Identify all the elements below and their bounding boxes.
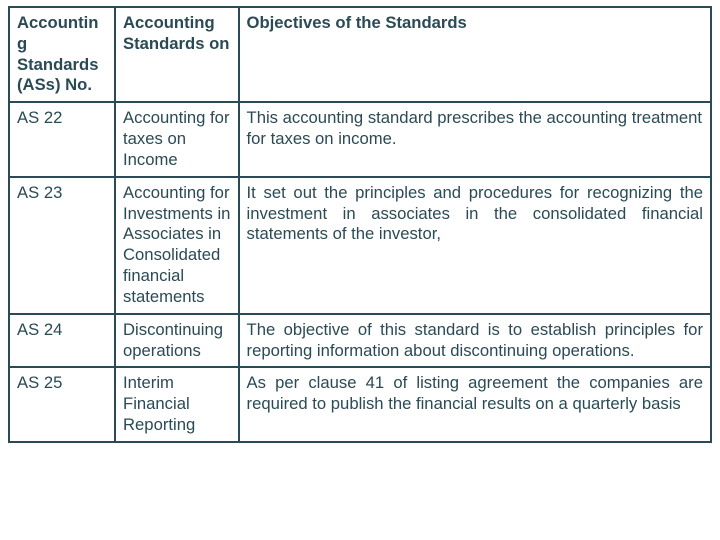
cell-standard-no: AS 22 bbox=[9, 102, 115, 176]
cell-objective: The objective of this standard is to est… bbox=[239, 314, 711, 368]
cell-standard-on: Accounting for taxes on Income bbox=[115, 102, 239, 176]
col-header-on: Accounting Standards on bbox=[115, 7, 239, 102]
cell-objective: This accounting standard prescribes the … bbox=[239, 102, 711, 176]
page-container: Accounting Standards (ASs) No. Accountin… bbox=[0, 0, 720, 540]
cell-standard-no: AS 23 bbox=[9, 177, 115, 314]
table-row: AS 23Accounting for Investments in Assoc… bbox=[9, 177, 711, 314]
cell-standard-no: AS 24 bbox=[9, 314, 115, 368]
cell-objective: It set out the principles and procedures… bbox=[239, 177, 711, 314]
table-row: AS 24Discontinuing operationsThe objecti… bbox=[9, 314, 711, 368]
cell-standard-no: AS 25 bbox=[9, 367, 115, 441]
cell-standard-on: Accounting for Investments in Associates… bbox=[115, 177, 239, 314]
table-row: AS 25Interim Financial ReportingAs per c… bbox=[9, 367, 711, 441]
cell-standard-on: Interim Financial Reporting bbox=[115, 367, 239, 441]
col-header-objectives: Objectives of the Standards bbox=[239, 7, 711, 102]
col-header-no: Accounting Standards (ASs) No. bbox=[9, 7, 115, 102]
cell-standard-on: Discontinuing operations bbox=[115, 314, 239, 368]
cell-objective: As per clause 41 of listing agreement th… bbox=[239, 367, 711, 441]
table-body: AS 22Accounting for taxes on IncomeThis … bbox=[9, 102, 711, 442]
table-header-row: Accounting Standards (ASs) No. Accountin… bbox=[9, 7, 711, 102]
standards-table: Accounting Standards (ASs) No. Accountin… bbox=[8, 6, 712, 443]
table-row: AS 22Accounting for taxes on IncomeThis … bbox=[9, 102, 711, 176]
